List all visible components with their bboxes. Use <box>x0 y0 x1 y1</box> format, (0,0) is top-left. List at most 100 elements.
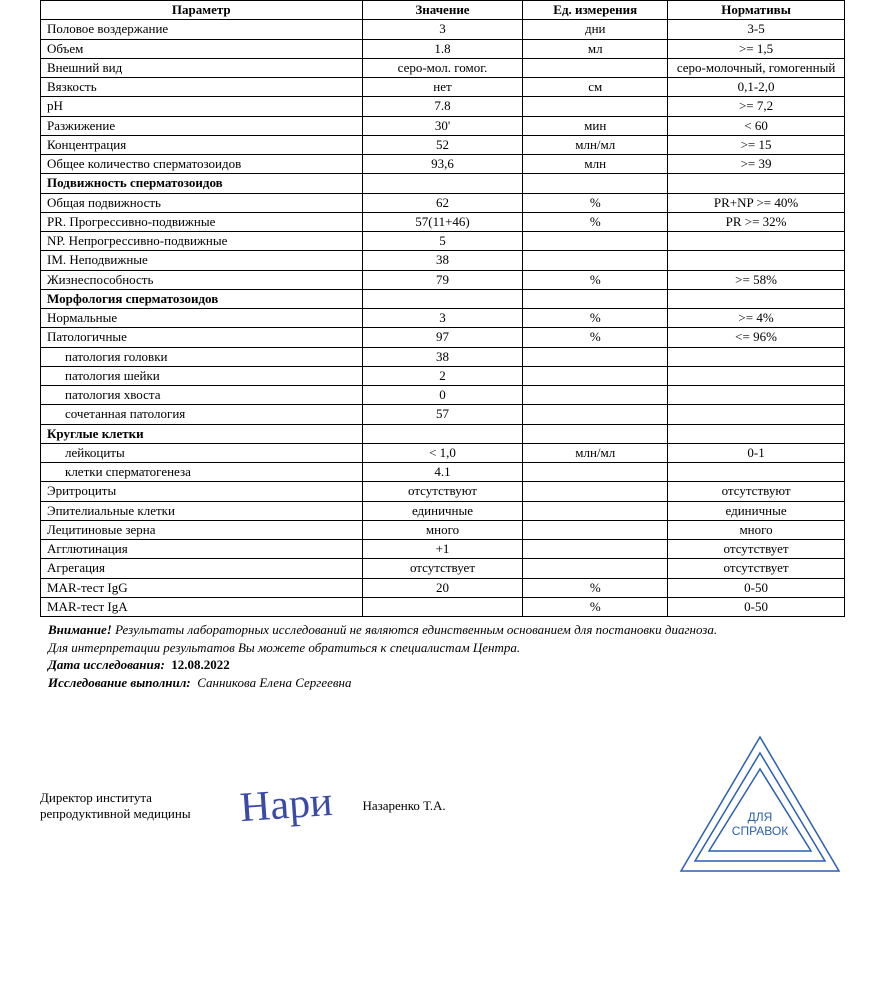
cell-unit <box>523 482 668 501</box>
performed-line: Исследование выполнил: Санникова Елена С… <box>48 674 845 692</box>
cell-param: MAR-тест IgG <box>41 578 363 597</box>
cell-norm: 3-5 <box>668 20 845 39</box>
header-param: Параметр <box>41 1 363 20</box>
notes-line2: Для интерпретации результатов Вы можете … <box>48 639 845 657</box>
table-row: патология хвоста0 <box>41 386 845 405</box>
cell-value: 52 <box>362 135 523 154</box>
cell-unit <box>523 232 668 251</box>
cell-norm: >= 7,2 <box>668 97 845 116</box>
table-row: Патологичные97%<= 96% <box>41 328 845 347</box>
table-row: Подвижность сперматозоидов <box>41 174 845 193</box>
director-title: Директор института репродуктивной медици… <box>40 790 210 823</box>
cell-unit <box>523 366 668 385</box>
cell-unit <box>523 520 668 539</box>
cell-param: патология головки <box>41 347 363 366</box>
header-unit: Ед. измерения <box>523 1 668 20</box>
cell-param: сочетанная патология <box>41 405 363 424</box>
cell-norm: отсутствует <box>668 559 845 578</box>
cell-unit: мин <box>523 116 668 135</box>
cell-norm <box>668 463 845 482</box>
cell-param: Круглые клетки <box>41 424 363 443</box>
header-value: Значение <box>362 1 523 20</box>
cell-param: Патологичные <box>41 328 363 347</box>
cell-norm <box>668 174 845 193</box>
cell-unit: % <box>523 270 668 289</box>
table-row: MAR-тест IgA%0-50 <box>41 597 845 616</box>
cell-param: Подвижность сперматозоидов <box>41 174 363 193</box>
cell-value: 79 <box>362 270 523 289</box>
cell-norm: 0-1 <box>668 443 845 462</box>
cell-param: pH <box>41 97 363 116</box>
table-row: лейкоциты< 1,0млн/мл0-1 <box>41 443 845 462</box>
cell-unit: дни <box>523 20 668 39</box>
cell-value: 97 <box>362 328 523 347</box>
cell-norm: >= 1,5 <box>668 39 845 58</box>
cell-value <box>362 424 523 443</box>
signature-scribble: Нари <box>239 786 334 826</box>
table-row: Лецитиновые зернамногомного <box>41 520 845 539</box>
table-row: Эпителиальные клеткиединичныеединичные <box>41 501 845 520</box>
table-row: патология шейки2 <box>41 366 845 385</box>
cell-unit: млн/мл <box>523 135 668 154</box>
cell-value <box>362 597 523 616</box>
cell-value: 20 <box>362 578 523 597</box>
date-label: Дата исследования: <box>48 657 165 672</box>
cell-value: 3 <box>362 20 523 39</box>
cell-value: 57 <box>362 405 523 424</box>
table-row: PR. Прогрессивно-подвижные57(11+46)%PR >… <box>41 212 845 231</box>
cell-norm: < 60 <box>668 116 845 135</box>
cell-norm <box>668 347 845 366</box>
cell-norm <box>668 386 845 405</box>
cell-norm: >= 4% <box>668 309 845 328</box>
cell-value: < 1,0 <box>362 443 523 462</box>
cell-param: патология хвоста <box>41 386 363 405</box>
cell-unit <box>523 386 668 405</box>
cell-unit <box>523 424 668 443</box>
cell-value: 38 <box>362 347 523 366</box>
cell-norm: >= 58% <box>668 270 845 289</box>
cell-norm <box>668 405 845 424</box>
performed-value: Санникова Елена Сергеевна <box>197 675 351 690</box>
cell-unit <box>523 559 668 578</box>
cell-param: IM. Неподвижные <box>41 251 363 270</box>
cell-value: 7.8 <box>362 97 523 116</box>
cell-norm: единичные <box>668 501 845 520</box>
cell-param: Лецитиновые зерна <box>41 520 363 539</box>
cell-value: 62 <box>362 193 523 212</box>
cell-norm <box>668 289 845 308</box>
table-row: Круглые клетки <box>41 424 845 443</box>
cell-norm: PR+NP >= 40% <box>668 193 845 212</box>
cell-value: серо-мол. гомог. <box>362 58 523 77</box>
cell-norm: 0-50 <box>668 597 845 616</box>
cell-unit <box>523 501 668 520</box>
cell-unit <box>523 463 668 482</box>
cell-norm: >= 15 <box>668 135 845 154</box>
cell-param: PR. Прогрессивно-подвижные <box>41 212 363 231</box>
cell-unit <box>523 405 668 424</box>
cell-unit <box>523 97 668 116</box>
cell-value: 3 <box>362 309 523 328</box>
cell-param: Разжижение <box>41 116 363 135</box>
cell-unit: млн/мл <box>523 443 668 462</box>
cell-norm: отсутствуют <box>668 482 845 501</box>
warning-text: Результаты лабораторных исследований не … <box>112 622 717 637</box>
signature-block: Директор института репродуктивной медици… <box>40 731 845 881</box>
cell-value: +1 <box>362 540 523 559</box>
table-row: Разжижение30'мин< 60 <box>41 116 845 135</box>
table-row: Вязкостьнетсм0,1-2,0 <box>41 78 845 97</box>
cell-param: Нормальные <box>41 309 363 328</box>
table-row: Объем1.8мл>= 1,5 <box>41 39 845 58</box>
cell-unit: % <box>523 309 668 328</box>
cell-value: 0 <box>362 386 523 405</box>
cell-param: патология шейки <box>41 366 363 385</box>
date-value: 12.08.2022 <box>171 657 230 672</box>
table-row: Общее количество сперматозоидов93,6млн>=… <box>41 155 845 174</box>
cell-norm: >= 39 <box>668 155 845 174</box>
cell-value <box>362 289 523 308</box>
cell-norm: серо-молочный, гомогенный <box>668 58 845 77</box>
cell-norm <box>668 366 845 385</box>
performed-label: Исследование выполнил: <box>48 675 191 690</box>
table-row: Концентрация52млн/мл>= 15 <box>41 135 845 154</box>
table-row: pH7.8 >= 7,2 <box>41 97 845 116</box>
cell-param: Морфология сперматозоидов <box>41 289 363 308</box>
